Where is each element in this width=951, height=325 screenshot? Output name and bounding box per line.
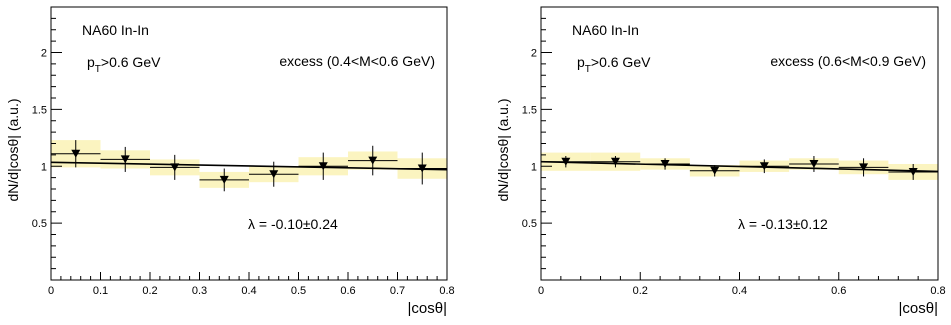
pt-cut-rest: >0.6 GeV	[591, 54, 651, 70]
fit-lambda-label: λ = -0.10±0.24	[248, 216, 338, 232]
pt-cut-subscript: T	[95, 64, 101, 75]
y-tick-label: 0.5	[32, 218, 47, 230]
x-tick-label: 0.8	[439, 285, 454, 297]
y-tick-label: 2	[531, 48, 537, 60]
pt-cut-main: p	[577, 54, 585, 70]
x-tick-label: 0.6	[340, 285, 355, 297]
chart-panel-2: 0 0.2 0.4 0.6 0.8 0.5 1 1.5 2 dN/d|cosθ| (a.u.) |c…	[495, 6, 946, 317]
data-point-marker	[71, 149, 81, 158]
chart-panel-1: 0 0.1 0.2 0.3 0.4 0.5 0.6 0.7 0.8 0.5 1 1.5 2 dN/d|co…	[5, 6, 455, 317]
x-tick-label: 0.4	[732, 285, 747, 297]
x-tick-label: 0	[48, 285, 54, 297]
data-point-marker	[561, 157, 571, 166]
plot-frame	[540, 6, 939, 281]
data-point-marker	[219, 175, 229, 184]
y-tick-label: 1.5	[522, 104, 537, 116]
mass-range-label: excess (0.6<M<0.9 GeV)	[770, 53, 926, 69]
y-tick-label: 1.5	[32, 104, 47, 116]
data-point-marker	[170, 163, 180, 172]
x-tick-label: 0.4	[241, 285, 256, 297]
y-axis-title: dN/d|cosθ| (a.u.)	[495, 99, 511, 202]
data-point-marker	[610, 157, 620, 166]
x-tick-label: 0.2	[142, 285, 157, 297]
x-tick-label: 0.6	[831, 285, 846, 297]
data-point-marker	[120, 155, 130, 164]
fit-curve	[50, 161, 448, 171]
x-tick-label: 0.8	[930, 285, 945, 297]
x-axis-title: |cosθ|	[408, 300, 447, 317]
data-point-marker	[809, 159, 819, 168]
x-tick-label: 0.5	[291, 285, 306, 297]
plot-frame	[50, 6, 448, 281]
pt-cut-rest: >0.6 GeV	[101, 54, 161, 70]
data-point-marker	[368, 156, 378, 165]
x-axis-title: |cosθ|	[899, 300, 938, 317]
y-tick-label: 1	[41, 161, 47, 173]
experiment-label: NA60 In-In	[82, 22, 149, 38]
y-tick-label: 2	[41, 48, 47, 60]
x-tick-label: 0.3	[192, 285, 207, 297]
fit-lambda-label: λ = -0.13±0.12	[738, 216, 828, 232]
y-tick-label: 0.5	[522, 218, 537, 230]
y-tick-label: 1	[531, 161, 537, 173]
data-point-marker	[417, 164, 427, 173]
pt-cut-label: pT>0.6 GeV	[577, 54, 651, 75]
pt-cut-label: pT>0.6 GeV	[87, 54, 161, 75]
data-point-marker	[859, 163, 869, 172]
data-point-marker	[318, 162, 328, 171]
x-tick-label: 0.1	[93, 285, 108, 297]
pt-cut-main: p	[87, 54, 95, 70]
data-point-marker	[710, 166, 720, 175]
y-axis-title: dN/d|cosθ| (a.u.)	[5, 99, 21, 202]
data-point-marker	[908, 167, 918, 176]
experiment-label: NA60 In-In	[572, 22, 639, 38]
mass-range-label: excess (0.4<M<0.6 GeV)	[279, 53, 435, 69]
data-point-marker	[660, 159, 670, 168]
x-tick-label: 0.7	[390, 285, 405, 297]
pt-cut-subscript: T	[585, 64, 591, 75]
x-tick-label: 0.2	[633, 285, 648, 297]
x-tick-label: 0	[538, 285, 544, 297]
data-point-marker	[759, 162, 769, 171]
data-point-marker	[269, 170, 279, 179]
